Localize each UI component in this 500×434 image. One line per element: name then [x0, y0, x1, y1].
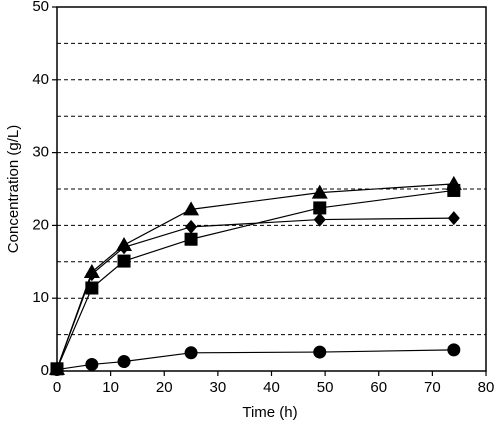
- data-point: [85, 281, 99, 295]
- data-point: [447, 343, 461, 357]
- series-line: [56, 217, 454, 370]
- data-point: [313, 212, 326, 227]
- x-tick-label: 50: [317, 379, 334, 396]
- y-axis-title: Concentration (g/L): [5, 125, 22, 253]
- data-point: [117, 355, 131, 369]
- x-tick-label: 10: [102, 379, 119, 396]
- data-point: [183, 201, 200, 216]
- data-point: [117, 254, 131, 268]
- data-point: [85, 357, 99, 371]
- y-tick-label: 0: [41, 362, 49, 379]
- data-point: [311, 184, 328, 199]
- data-point: [50, 363, 64, 377]
- series-line: [56, 189, 454, 370]
- data-point: [313, 201, 327, 215]
- x-tick-label: 20: [156, 379, 173, 396]
- series-line: [56, 183, 454, 370]
- x-tick-label: 70: [424, 379, 441, 396]
- series-line: [56, 349, 454, 371]
- data-point: [185, 219, 198, 234]
- x-tick-label: 40: [263, 379, 280, 396]
- x-tick-label: 30: [210, 379, 227, 396]
- x-tick-label: 60: [370, 379, 387, 396]
- y-tick-label: 40: [32, 71, 49, 88]
- x-tick-label: 80: [478, 379, 495, 396]
- data-point: [184, 346, 198, 360]
- x-axis-title: Time (h): [242, 404, 297, 421]
- data-point: [118, 240, 131, 255]
- data-point: [447, 211, 460, 226]
- y-tick-label: 20: [32, 216, 49, 233]
- y-tick-label: 30: [32, 144, 49, 161]
- y-tick-label: 10: [32, 289, 49, 306]
- data-point: [184, 232, 198, 246]
- data-point: [313, 345, 327, 359]
- data-point: [447, 183, 461, 197]
- y-tick-label: 50: [32, 0, 49, 15]
- x-tick-label: 0: [53, 379, 61, 396]
- data-point: [85, 267, 98, 282]
